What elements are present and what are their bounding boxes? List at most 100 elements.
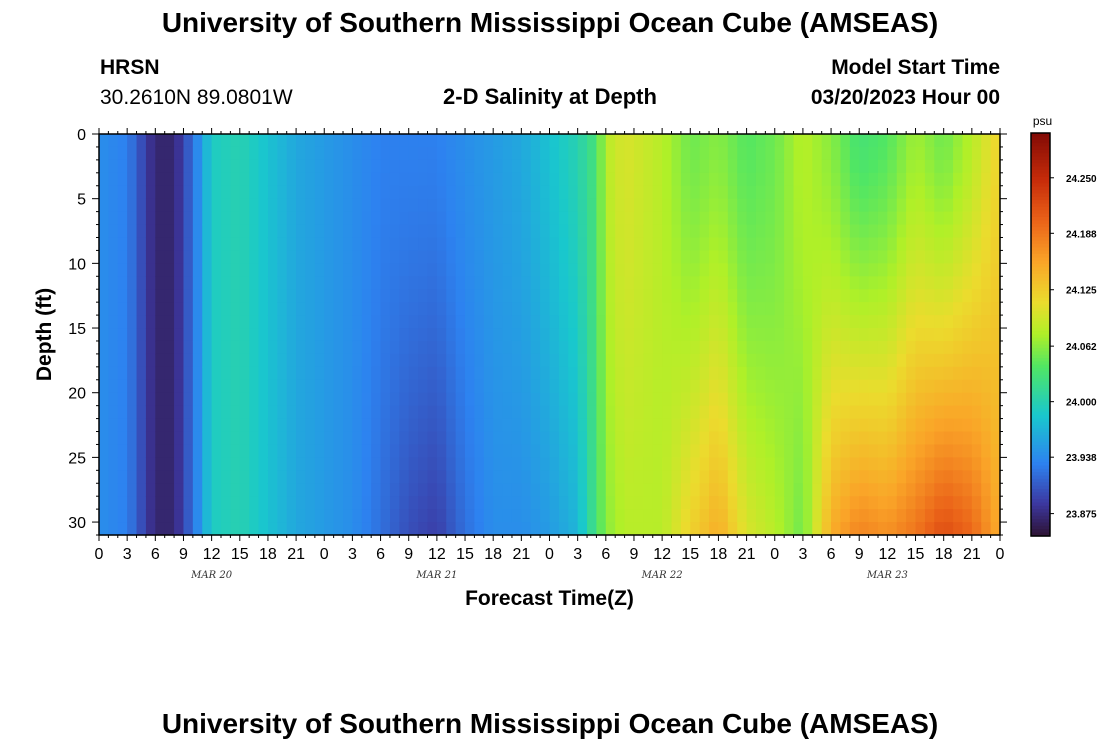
heatmap-cell <box>990 405 1001 420</box>
heatmap-cell <box>699 328 710 342</box>
heatmap-cell <box>211 198 222 213</box>
heatmap-cell <box>709 457 720 471</box>
heatmap-cell <box>577 444 588 458</box>
heatmap-cell <box>587 134 598 148</box>
heatmap-cell <box>108 392 119 407</box>
heatmap-cell <box>267 146 278 161</box>
heatmap-cell <box>981 289 992 303</box>
colorbar-segment <box>1031 200 1050 205</box>
heatmap-cell <box>971 172 982 187</box>
heatmap-cell <box>727 405 738 420</box>
heatmap-cell <box>718 185 729 200</box>
heatmap-cell <box>690 224 701 239</box>
heatmap-cell <box>155 340 166 355</box>
heatmap-cell <box>746 418 757 433</box>
heatmap-cell <box>727 263 738 277</box>
heatmap-cell <box>502 159 513 174</box>
heatmap-cell <box>174 483 185 497</box>
heatmap-cell <box>802 353 813 368</box>
heatmap-cell <box>502 444 513 458</box>
heatmap-cell <box>765 366 776 381</box>
heatmap-cell <box>465 172 476 187</box>
heatmap-cell <box>662 340 673 355</box>
heatmap-cell <box>755 509 766 523</box>
colorbar-segment <box>1031 321 1050 326</box>
heatmap-cell <box>587 509 598 523</box>
heatmap-cell <box>793 340 804 355</box>
heatmap-cell <box>493 237 504 252</box>
heatmap-cell <box>643 340 654 355</box>
heatmap-cell <box>915 289 926 303</box>
heatmap-cell <box>164 172 175 187</box>
heatmap-cell <box>906 418 917 433</box>
heatmap-cell <box>296 483 307 497</box>
heatmap-cell <box>399 237 410 252</box>
heatmap-cell <box>953 159 964 174</box>
heatmap-cell <box>934 146 945 161</box>
heatmap-cell <box>136 263 147 277</box>
heatmap-cell <box>981 185 992 200</box>
heatmap-cell <box>624 379 635 394</box>
heatmap-cell <box>117 276 128 290</box>
heatmap-cell <box>361 159 372 174</box>
heatmap-cell <box>821 509 832 523</box>
heatmap-cell <box>812 457 823 471</box>
heatmap-cell <box>230 315 241 329</box>
heatmap-cell <box>324 185 335 200</box>
heatmap-cell <box>427 185 438 200</box>
heatmap-cell <box>868 353 879 368</box>
heatmap-cell <box>239 289 250 303</box>
heatmap-cell <box>568 250 579 264</box>
heatmap-cell <box>145 198 156 213</box>
heatmap-cell <box>924 431 935 446</box>
heatmap-cell <box>953 263 964 277</box>
heatmap-cell <box>971 522 982 536</box>
heatmap-cell <box>962 146 973 161</box>
colorbar-segment <box>1031 425 1050 430</box>
heatmap-cell <box>549 457 560 471</box>
heatmap-cell <box>540 263 551 277</box>
heatmap-cell <box>737 198 748 213</box>
heatmap-cell <box>145 263 156 277</box>
heatmap-cell <box>765 237 776 252</box>
heatmap-cell <box>371 185 382 200</box>
heatmap-cell <box>934 224 945 239</box>
heatmap-cell <box>662 263 673 277</box>
heatmap-cell <box>333 159 344 174</box>
heatmap-cell <box>709 315 720 329</box>
heatmap-cell <box>699 159 710 174</box>
heatmap-cell <box>577 366 588 381</box>
heatmap-cell <box>277 302 288 316</box>
heatmap-cell <box>408 146 419 161</box>
heatmap-cell <box>202 353 213 368</box>
heatmap-cell <box>990 483 1001 497</box>
heatmap-cell <box>127 470 138 484</box>
heatmap-cell <box>530 405 541 420</box>
heatmap-cell <box>784 263 795 277</box>
heatmap-cell <box>521 405 532 420</box>
heatmap-cell <box>305 289 316 303</box>
colorbar-tick-label: 24.125 <box>1066 286 1097 297</box>
heatmap-cell <box>690 172 701 187</box>
heatmap-cell <box>371 172 382 187</box>
heatmap-cell <box>906 457 917 471</box>
heatmap-cell <box>521 431 532 446</box>
heatmap-cell <box>436 146 447 161</box>
heatmap-cell <box>690 185 701 200</box>
heatmap-cell <box>849 263 860 277</box>
heatmap-cell <box>633 159 644 174</box>
heatmap-cell <box>483 457 494 471</box>
heatmap-cell <box>380 276 391 290</box>
heatmap-cell <box>699 276 710 290</box>
heatmap-cell <box>906 276 917 290</box>
heatmap-cell <box>821 185 832 200</box>
heatmap-cell <box>446 483 457 497</box>
colorbar-segment <box>1031 371 1050 376</box>
heatmap-cell <box>802 185 813 200</box>
heatmap-cell <box>502 418 513 433</box>
heatmap-cell <box>981 237 992 252</box>
heatmap-cell <box>924 211 935 226</box>
colorbar-segment <box>1031 210 1050 215</box>
heatmap-cell <box>258 198 269 213</box>
heatmap-cell <box>605 159 616 174</box>
